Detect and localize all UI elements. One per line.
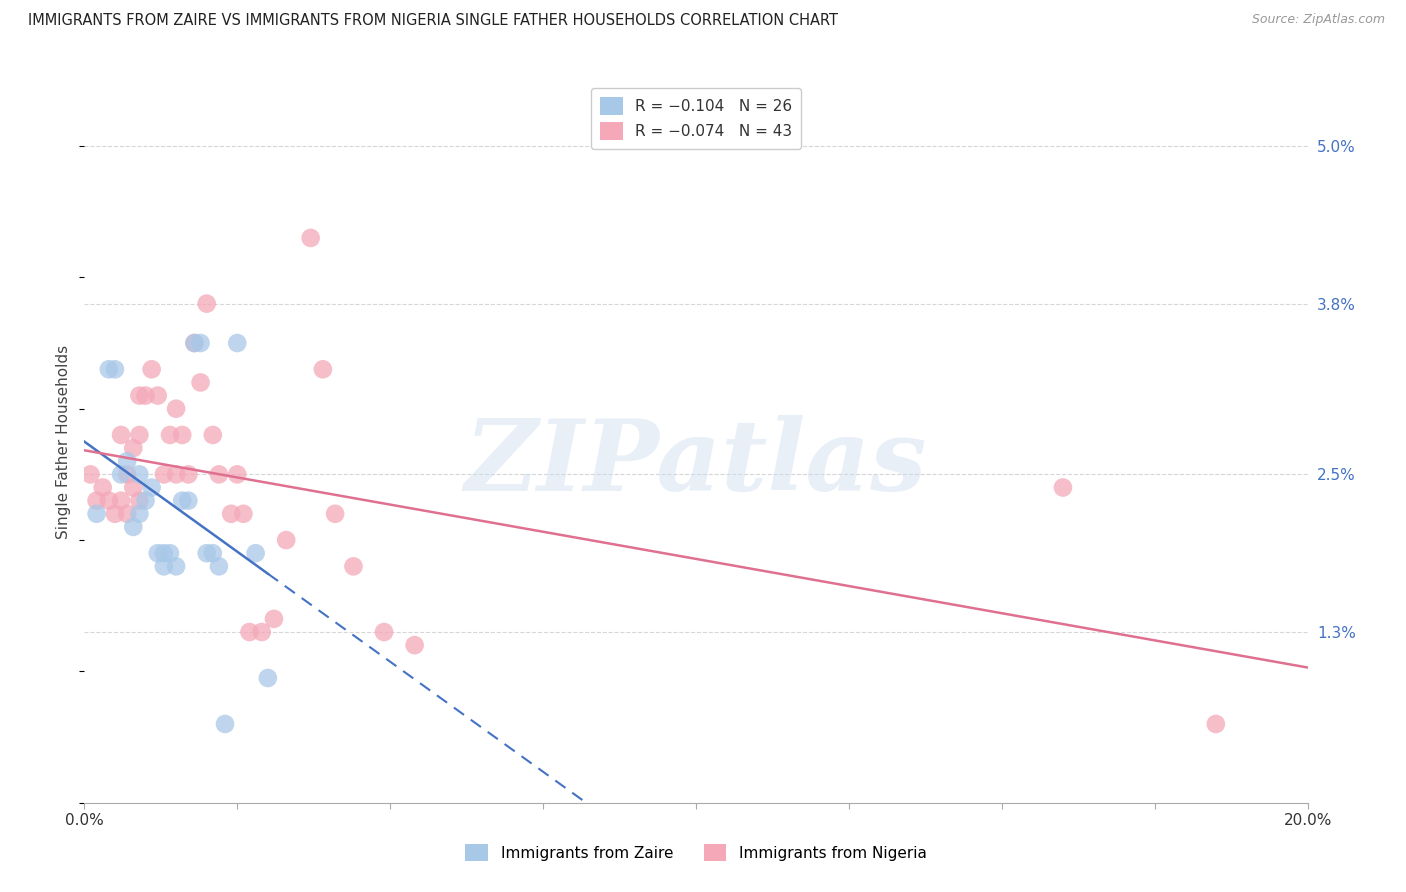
Point	[128, 467, 150, 482]
Text: ZIPatlas: ZIPatlas	[465, 415, 927, 511]
Point	[128, 428, 150, 442]
Point	[153, 467, 176, 482]
Point	[86, 493, 108, 508]
Point	[97, 362, 120, 376]
Point	[404, 638, 426, 652]
Point	[195, 296, 218, 310]
Point	[128, 493, 150, 508]
Point	[146, 388, 169, 402]
Point	[153, 559, 176, 574]
Point	[232, 507, 254, 521]
Point	[226, 467, 249, 482]
Point	[276, 533, 298, 547]
Point	[342, 559, 364, 574]
Point	[115, 507, 138, 521]
Point	[122, 481, 145, 495]
Point	[128, 507, 150, 521]
Point	[1052, 481, 1074, 495]
Point	[201, 428, 224, 442]
Point	[141, 481, 163, 495]
Point	[245, 546, 267, 560]
Point	[299, 231, 322, 245]
Point	[122, 441, 145, 455]
Legend: Immigrants from Zaire, Immigrants from Nigeria: Immigrants from Zaire, Immigrants from N…	[460, 838, 932, 867]
Y-axis label: Single Father Households: Single Father Households	[56, 344, 72, 539]
Point	[115, 454, 138, 468]
Point	[226, 336, 249, 351]
Point	[104, 362, 127, 376]
Point	[110, 467, 132, 482]
Point	[190, 336, 212, 351]
Point	[128, 388, 150, 402]
Point	[208, 559, 231, 574]
Point	[165, 467, 187, 482]
Point	[219, 507, 242, 521]
Point	[195, 546, 218, 560]
Point	[165, 559, 187, 574]
Point	[153, 546, 176, 560]
Point	[115, 467, 138, 482]
Point	[190, 376, 212, 390]
Point	[257, 671, 280, 685]
Text: Source: ZipAtlas.com: Source: ZipAtlas.com	[1251, 13, 1385, 27]
Text: IMMIGRANTS FROM ZAIRE VS IMMIGRANTS FROM NIGERIA SINGLE FATHER HOUSEHOLDS CORREL: IMMIGRANTS FROM ZAIRE VS IMMIGRANTS FROM…	[28, 13, 838, 29]
Point	[165, 401, 187, 416]
Point	[183, 336, 205, 351]
Point	[201, 546, 224, 560]
Point	[135, 388, 157, 402]
Point	[177, 467, 200, 482]
Point	[97, 493, 120, 508]
Point	[208, 467, 231, 482]
Point	[159, 428, 181, 442]
Point	[263, 612, 285, 626]
Point	[312, 362, 335, 376]
Point	[110, 493, 132, 508]
Point	[110, 428, 132, 442]
Point	[172, 428, 194, 442]
Point	[146, 546, 169, 560]
Point	[183, 336, 205, 351]
Point	[238, 625, 260, 640]
Point	[323, 507, 346, 521]
Point	[214, 717, 236, 731]
Point	[79, 467, 101, 482]
Point	[135, 493, 157, 508]
Point	[250, 625, 273, 640]
Point	[1205, 717, 1227, 731]
Point	[177, 493, 200, 508]
Point	[141, 362, 163, 376]
Point	[373, 625, 395, 640]
Point	[86, 507, 108, 521]
Point	[104, 507, 127, 521]
Point	[122, 520, 145, 534]
Point	[91, 481, 114, 495]
Point	[159, 546, 181, 560]
Point	[172, 493, 194, 508]
